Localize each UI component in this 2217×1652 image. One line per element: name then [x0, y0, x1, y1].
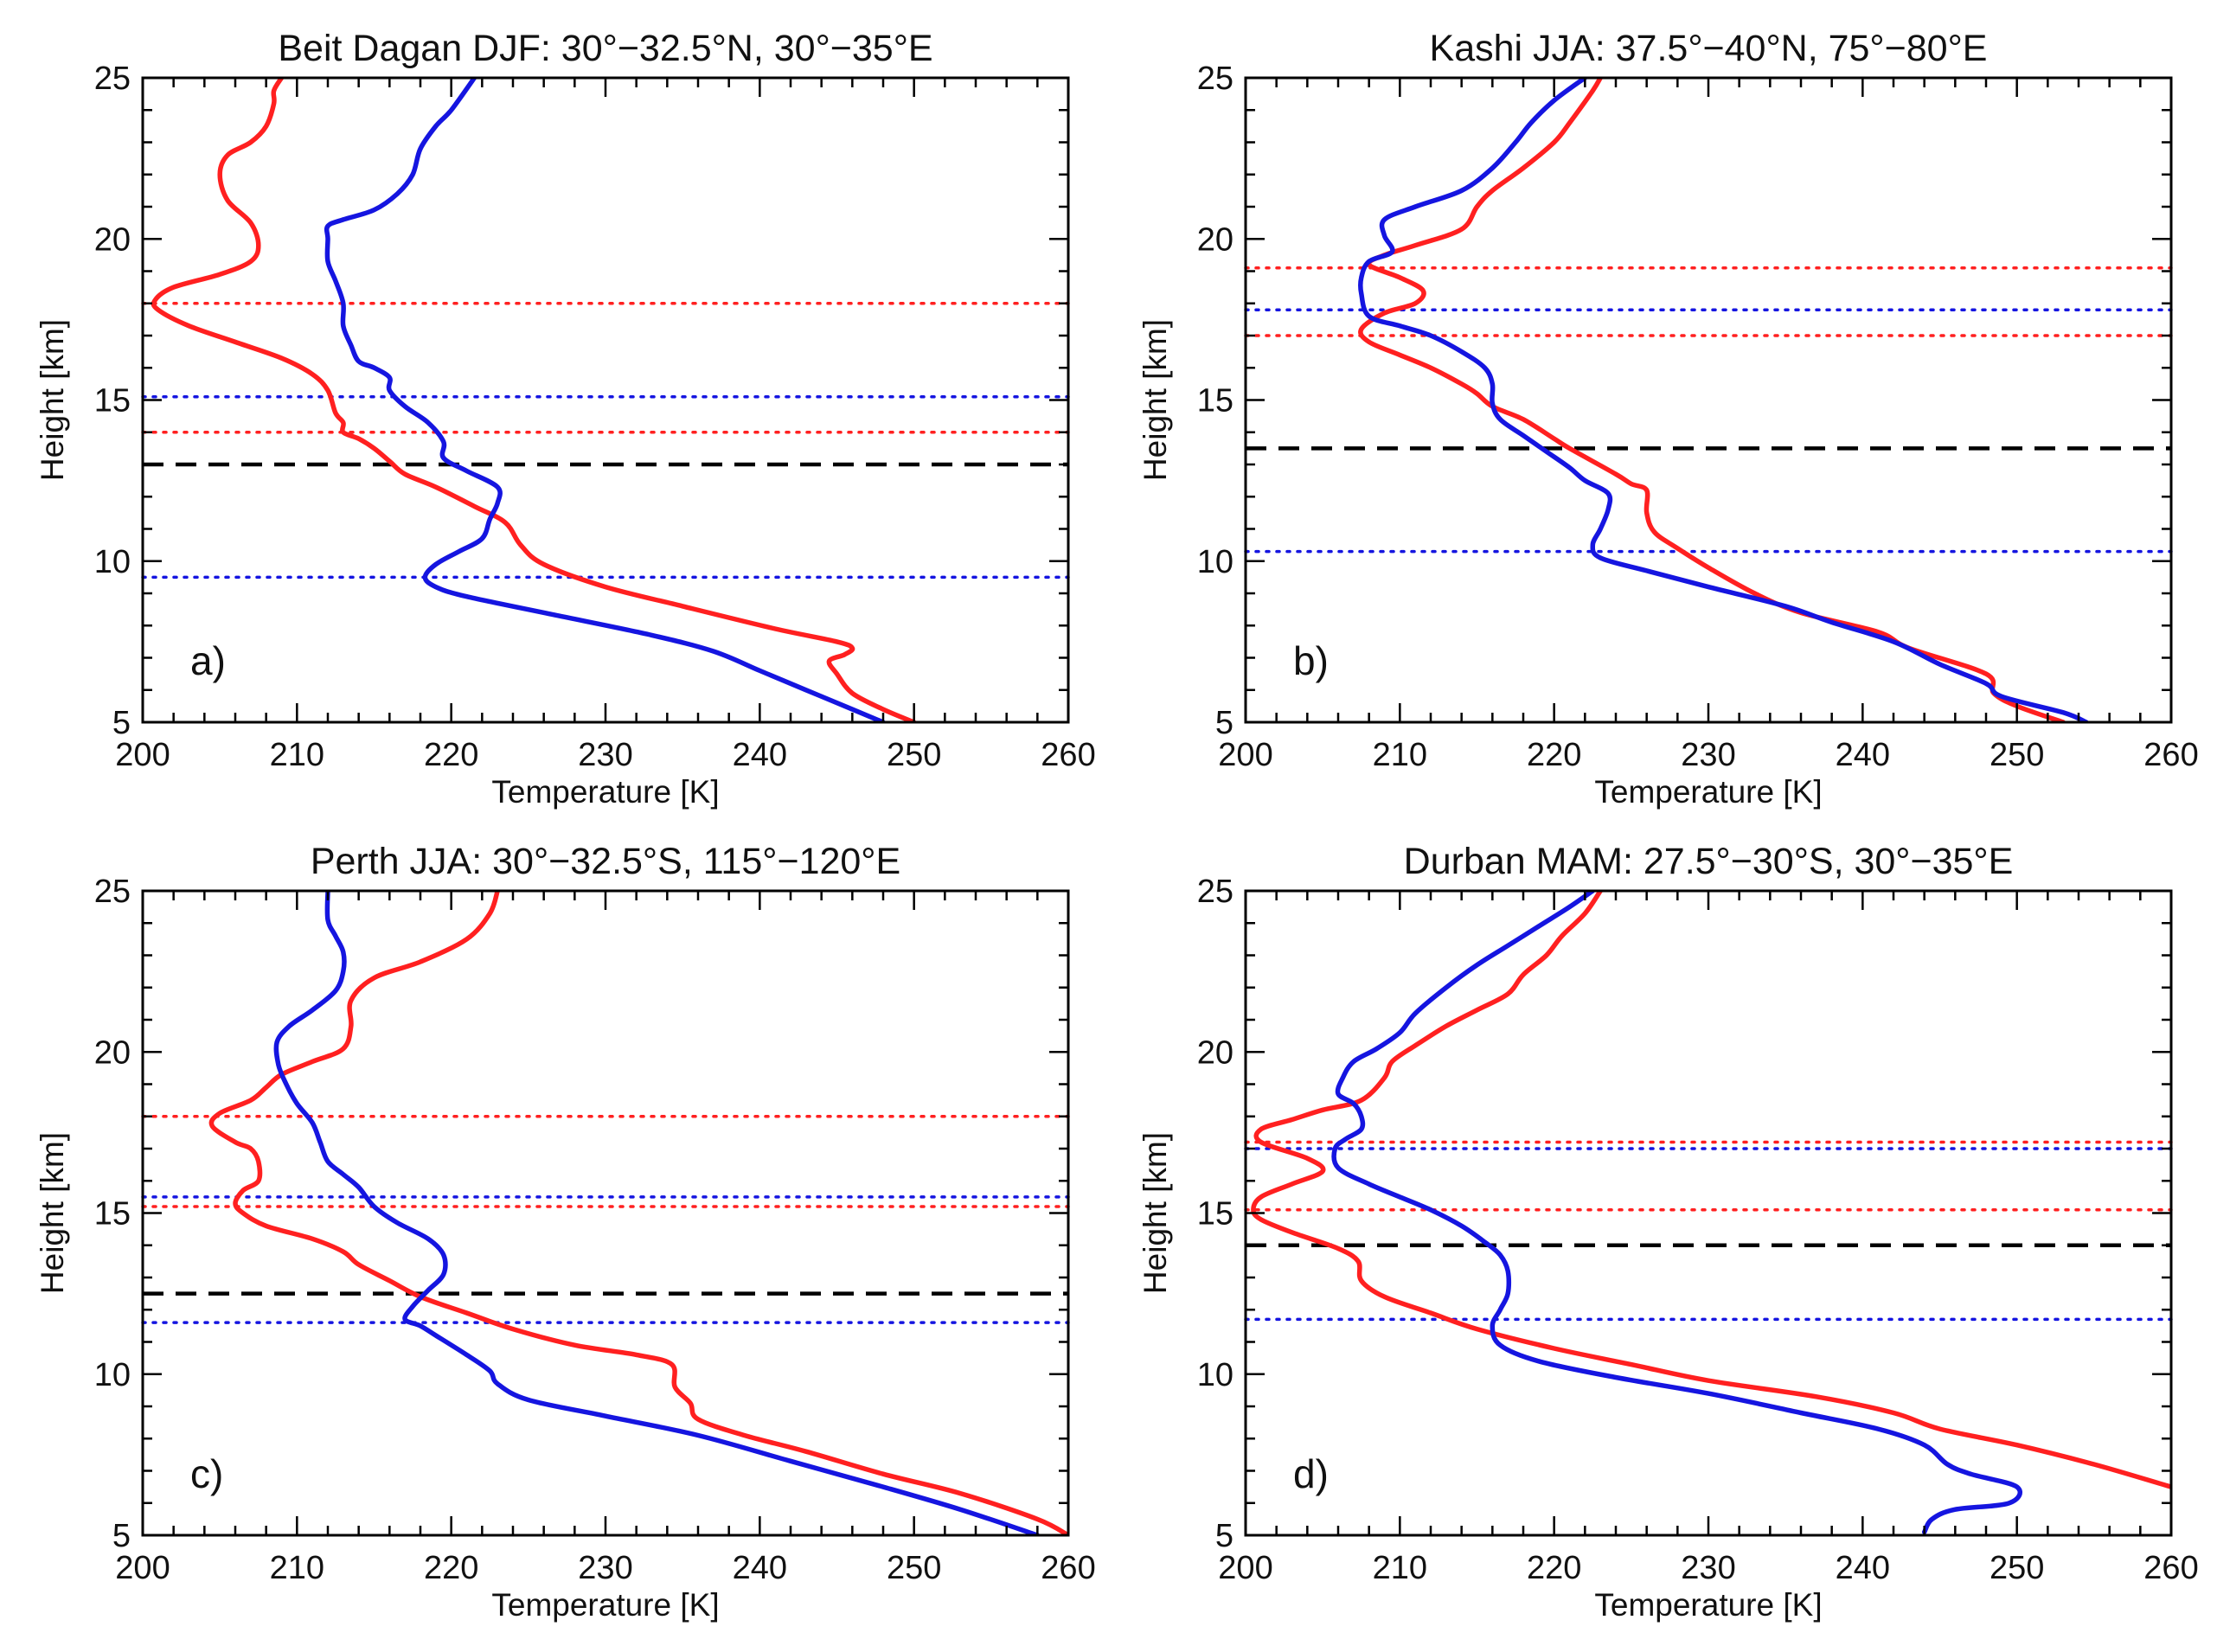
x-tick-label: 250 [1990, 1550, 2044, 1586]
y-tick-label: 15 [1197, 383, 1233, 419]
x-tick-label: 210 [270, 1550, 324, 1586]
y-tick-label: 15 [1197, 1196, 1233, 1233]
chart-title: Perth JJA: 30°−32.5°S, 115°−120°E [311, 841, 900, 882]
y-tick-label: 20 [1197, 1034, 1233, 1071]
x-tick-label: 210 [1373, 1550, 1427, 1586]
x-axis-label: Temperature [K] [491, 1587, 719, 1623]
panel-3: 200 210 220 230 240 250 260 5 10 15 20 25 Perth JJA:… [35, 841, 1096, 1623]
x-tick-label: 240 [733, 737, 787, 773]
x-axis-label: Temperature [K] [1594, 1587, 1822, 1623]
x-tick-label: 230 [1681, 1550, 1735, 1586]
panel-label: b) [1293, 638, 1329, 683]
y-axis-label: Height [km] [1137, 1132, 1173, 1294]
y-tick-label: 25 [94, 874, 131, 910]
y-tick-label: 5 [1215, 1518, 1233, 1554]
x-tick-label: 230 [578, 737, 632, 773]
y-tick-label: 5 [112, 705, 131, 741]
x-tick-label: 220 [1527, 1550, 1581, 1586]
x-tick-label: 220 [424, 737, 478, 773]
y-tick-label: 10 [94, 1357, 131, 1393]
y-axis-label: Height [km] [1137, 319, 1173, 481]
y-tick-label: 25 [1197, 874, 1233, 910]
x-axis-label: Temperature [K] [1594, 774, 1822, 810]
x-axis-label: Temperature [K] [491, 774, 719, 810]
plot-frame [1244, 889, 2173, 1537]
x-tick-label: 200 [115, 737, 170, 773]
y-tick-label: 10 [1197, 1357, 1233, 1393]
x-tick-label: 260 [2143, 1550, 2198, 1586]
y-tick-label: 15 [94, 1196, 131, 1233]
chart-title: Kashi JJA: 37.5°−40°N, 75°−80°E [1430, 28, 1988, 69]
x-tick-label: 220 [424, 1550, 478, 1586]
series-line-red [208, 891, 1068, 1535]
x-tick-label: 250 [887, 737, 941, 773]
x-tick-label: 220 [1527, 737, 1581, 773]
x-tick-label: 240 [733, 1550, 787, 1586]
series-line-red [1358, 78, 2066, 722]
panel-label: a) [190, 638, 226, 683]
x-tick-label: 200 [115, 1550, 170, 1586]
y-tick-label: 25 [1197, 61, 1233, 97]
series-line-red [151, 78, 917, 722]
x-tick-label: 250 [1990, 737, 2044, 773]
panel-label: d) [1293, 1451, 1329, 1496]
y-tick-label: 20 [1197, 221, 1233, 258]
panel-4: 200 210 220 230 240 250 260 5 10 15 20 25 Durban MAM… [1137, 841, 2199, 1623]
panel-1: 200 210 220 230 240 250 260 5 10 15 20 25 Beit Dagan… [35, 28, 1096, 810]
series-line-blue [1357, 78, 2089, 722]
x-tick-label: 260 [1041, 1550, 1095, 1586]
y-axis-label: Height [km] [35, 319, 70, 481]
y-tick-label: 5 [1215, 705, 1233, 741]
y-tick-label: 25 [94, 61, 131, 97]
chart-title: Durban MAM: 27.5°−30°S, 30°−35°E [1404, 841, 2014, 882]
x-tick-label: 240 [1836, 737, 1890, 773]
x-tick-label: 250 [887, 1550, 941, 1586]
y-tick-label: 10 [1197, 544, 1233, 580]
plot-frame [1244, 76, 2173, 724]
y-tick-label: 15 [94, 383, 131, 419]
series-line-blue [1331, 891, 2022, 1535]
x-tick-label: 230 [1681, 737, 1735, 773]
chart-title: Beit Dagan DJF: 30°−32.5°N, 30°−35°E [278, 28, 932, 69]
series-line-red [1251, 891, 2171, 1489]
x-tick-label: 200 [1218, 1550, 1272, 1586]
x-tick-label: 230 [578, 1550, 632, 1586]
panel-label: c) [190, 1451, 223, 1496]
y-tick-label: 20 [94, 221, 131, 258]
x-tick-label: 210 [1373, 737, 1427, 773]
x-tick-label: 200 [1218, 737, 1272, 773]
x-tick-label: 240 [1836, 1550, 1890, 1586]
y-tick-label: 10 [94, 544, 131, 580]
x-tick-label: 260 [1041, 737, 1095, 773]
x-tick-label: 210 [270, 737, 324, 773]
y-tick-label: 5 [112, 1518, 131, 1554]
y-tick-label: 20 [94, 1034, 131, 1071]
panel-2: 200 210 220 230 240 250 260 5 10 15 20 25 Kashi JJA:… [1137, 28, 2199, 810]
y-axis-label: Height [km] [35, 1132, 70, 1294]
x-tick-label: 260 [2143, 737, 2198, 773]
plot-frame [141, 889, 1070, 1537]
series-line-blue [273, 891, 1041, 1535]
series-line-blue [324, 78, 886, 722]
